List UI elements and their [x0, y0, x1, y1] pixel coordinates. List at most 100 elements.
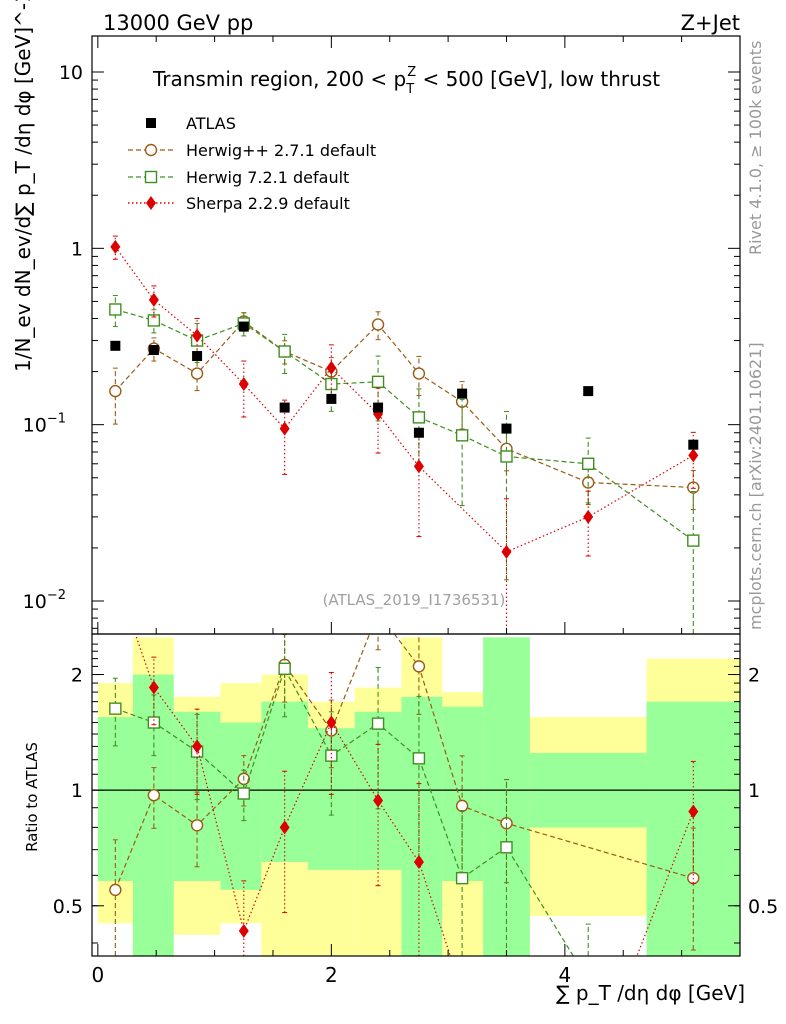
- header-left: 13000 GeV pp: [103, 11, 253, 35]
- ratio-point: [147, 716, 161, 729]
- analysis-tag: (ATLAS_2019_I1736531): [323, 591, 506, 610]
- main-y-axis-label: 1/N_ev dN_ev/d∑ p_T /dη dφ [GeV]^-1: [11, 0, 35, 372]
- main-data-point: [413, 427, 424, 438]
- header-right: Z+Jet: [681, 11, 740, 35]
- legend-marker-herwig7: [144, 170, 158, 184]
- main-point: [109, 384, 122, 398]
- main-point: [109, 303, 122, 316]
- ratio-y-tick-label-left: 0.5: [53, 896, 83, 918]
- ratio-point: [190, 819, 204, 832]
- legend-label-sherpa: Sherpa 2.2.9 default: [186, 194, 350, 213]
- ratio-series-sherpa-2-2-9-default: [134, 634, 699, 956]
- title-after: < 500 [GeV], low thrust: [416, 67, 660, 91]
- main-data-point: [110, 340, 121, 351]
- main-point: [238, 377, 249, 392]
- x-tick-label: 0: [91, 963, 104, 987]
- main-point: [583, 509, 594, 524]
- ratio-point: [455, 871, 469, 885]
- x-tick-label: 4: [558, 963, 571, 987]
- main-point: [110, 239, 121, 254]
- legend: ATLAS Herwig++ 2.7.1 default Herwig 7.2.…: [128, 114, 376, 213]
- ratio-point: [413, 855, 424, 870]
- ratio-point: [325, 749, 338, 762]
- main-point: [412, 367, 426, 380]
- ratio-point: [109, 883, 122, 897]
- main-line: [115, 308, 694, 542]
- ratio-band-green: [401, 696, 443, 956]
- main-y-tick-label: 10−1: [23, 412, 66, 437]
- ratio-point: [238, 923, 249, 938]
- ratio-band-green: [261, 701, 308, 863]
- main-point: [413, 459, 424, 474]
- main-point: [279, 421, 290, 436]
- main-data-point: [326, 393, 337, 404]
- x-axis-label-text: ∑ p_T /dη dφ [GeV]: [556, 981, 745, 1005]
- ratio-point: [688, 804, 699, 819]
- title-sub: T: [405, 82, 414, 97]
- ratio-point: [500, 841, 513, 854]
- ratio-point: [147, 789, 161, 802]
- main-point: [371, 375, 385, 389]
- legend-marker-sherpa: [146, 196, 156, 210]
- ratio-band-green: [442, 706, 484, 882]
- ratio-point: [109, 702, 122, 715]
- main-line: [114, 320, 694, 489]
- main-point: [147, 314, 161, 327]
- ratio-point: [412, 660, 426, 673]
- title-before: Transmin region, 200 < p: [152, 67, 406, 91]
- x-tick-label: 2: [325, 963, 338, 987]
- legend-label-herwigpp: Herwig++ 2.7.1 default: [186, 141, 376, 160]
- ratio-y-tick-label-left: 1: [71, 780, 83, 802]
- main-y-tick-exponent: −2: [47, 588, 66, 603]
- main-y-tick-exponent: −1: [47, 412, 66, 427]
- ratio-point: [279, 820, 290, 835]
- main-panel: 10 1 10−1 10−2 Transmin region, 200 < pTZ <…: [11, 0, 741, 635]
- main-plot-area: 10 1 10−1 10−2: [23, 62, 740, 634]
- main-point: [190, 367, 204, 380]
- ratio-point: [373, 793, 384, 808]
- main-point: [455, 429, 469, 442]
- legend-marker-atlas: [146, 118, 156, 128]
- main-data-point: [583, 386, 594, 397]
- ratio-series-herwig-7-2-1-default: [109, 634, 591, 956]
- main-data-point: [148, 345, 159, 356]
- main-point: [192, 328, 203, 343]
- legend-label-atlas: ATLAS: [186, 114, 236, 133]
- main-point: [688, 448, 699, 463]
- side-label-bottom: mcplots.cern.ch [arXiv:2401.10621]: [746, 342, 765, 630]
- ratio-point: [326, 715, 337, 730]
- main-point: [501, 544, 512, 559]
- ratio-y-axis-label: Ratio to ATLAS: [23, 742, 41, 852]
- main-y-tick-label: 10−2: [23, 588, 66, 613]
- ratio-line: [114, 634, 694, 891]
- ratio-y-tick-label-left: 2: [71, 665, 83, 687]
- main-y-tick-label: 1: [71, 238, 83, 260]
- main-y-tick-label: 10: [59, 62, 83, 84]
- main-data-point: [688, 439, 699, 450]
- main-line: [114, 246, 694, 553]
- main-point: [371, 318, 385, 331]
- main-data-point: [501, 423, 512, 434]
- main-point: [412, 411, 426, 424]
- ratio-point: [192, 739, 203, 754]
- main-series-sherpa-2-2-9-default: [110, 235, 699, 634]
- main-point: [582, 457, 595, 470]
- main-title: Transmin region, 200 < pTZ < 500 [GeV], …: [152, 65, 660, 97]
- ratio-point: [371, 717, 385, 730]
- ratio-y-tick-label-right: 1: [748, 780, 760, 802]
- main-point: [687, 534, 700, 547]
- main-data-point: [373, 402, 384, 413]
- main-point: [148, 292, 159, 307]
- side-label-top: Rivet 4.1.0, ≥ 100k events: [746, 41, 765, 255]
- main-data-point: [279, 402, 290, 413]
- x-axis-label: ∑ p_T /dη dφ [GeV]: [556, 981, 745, 1005]
- legend-marker-herwigpp: [144, 143, 158, 157]
- main-point: [500, 450, 513, 463]
- ratio-panel: 0.5 0.5 1 1 2 2 0 2 4 Ratio to ATLAS ∑ p_T /dη d…: [23, 36, 778, 1005]
- main-y-axis-label-text: 1/N_ev dN_ev/d∑ p_T /dη dφ [GeV]^-1: [11, 0, 35, 372]
- main-data-point: [457, 388, 468, 399]
- legend-label-herwig7: Herwig 7.2.1 default: [186, 168, 349, 187]
- main-data-point: [192, 351, 203, 362]
- ratio-point: [278, 662, 291, 675]
